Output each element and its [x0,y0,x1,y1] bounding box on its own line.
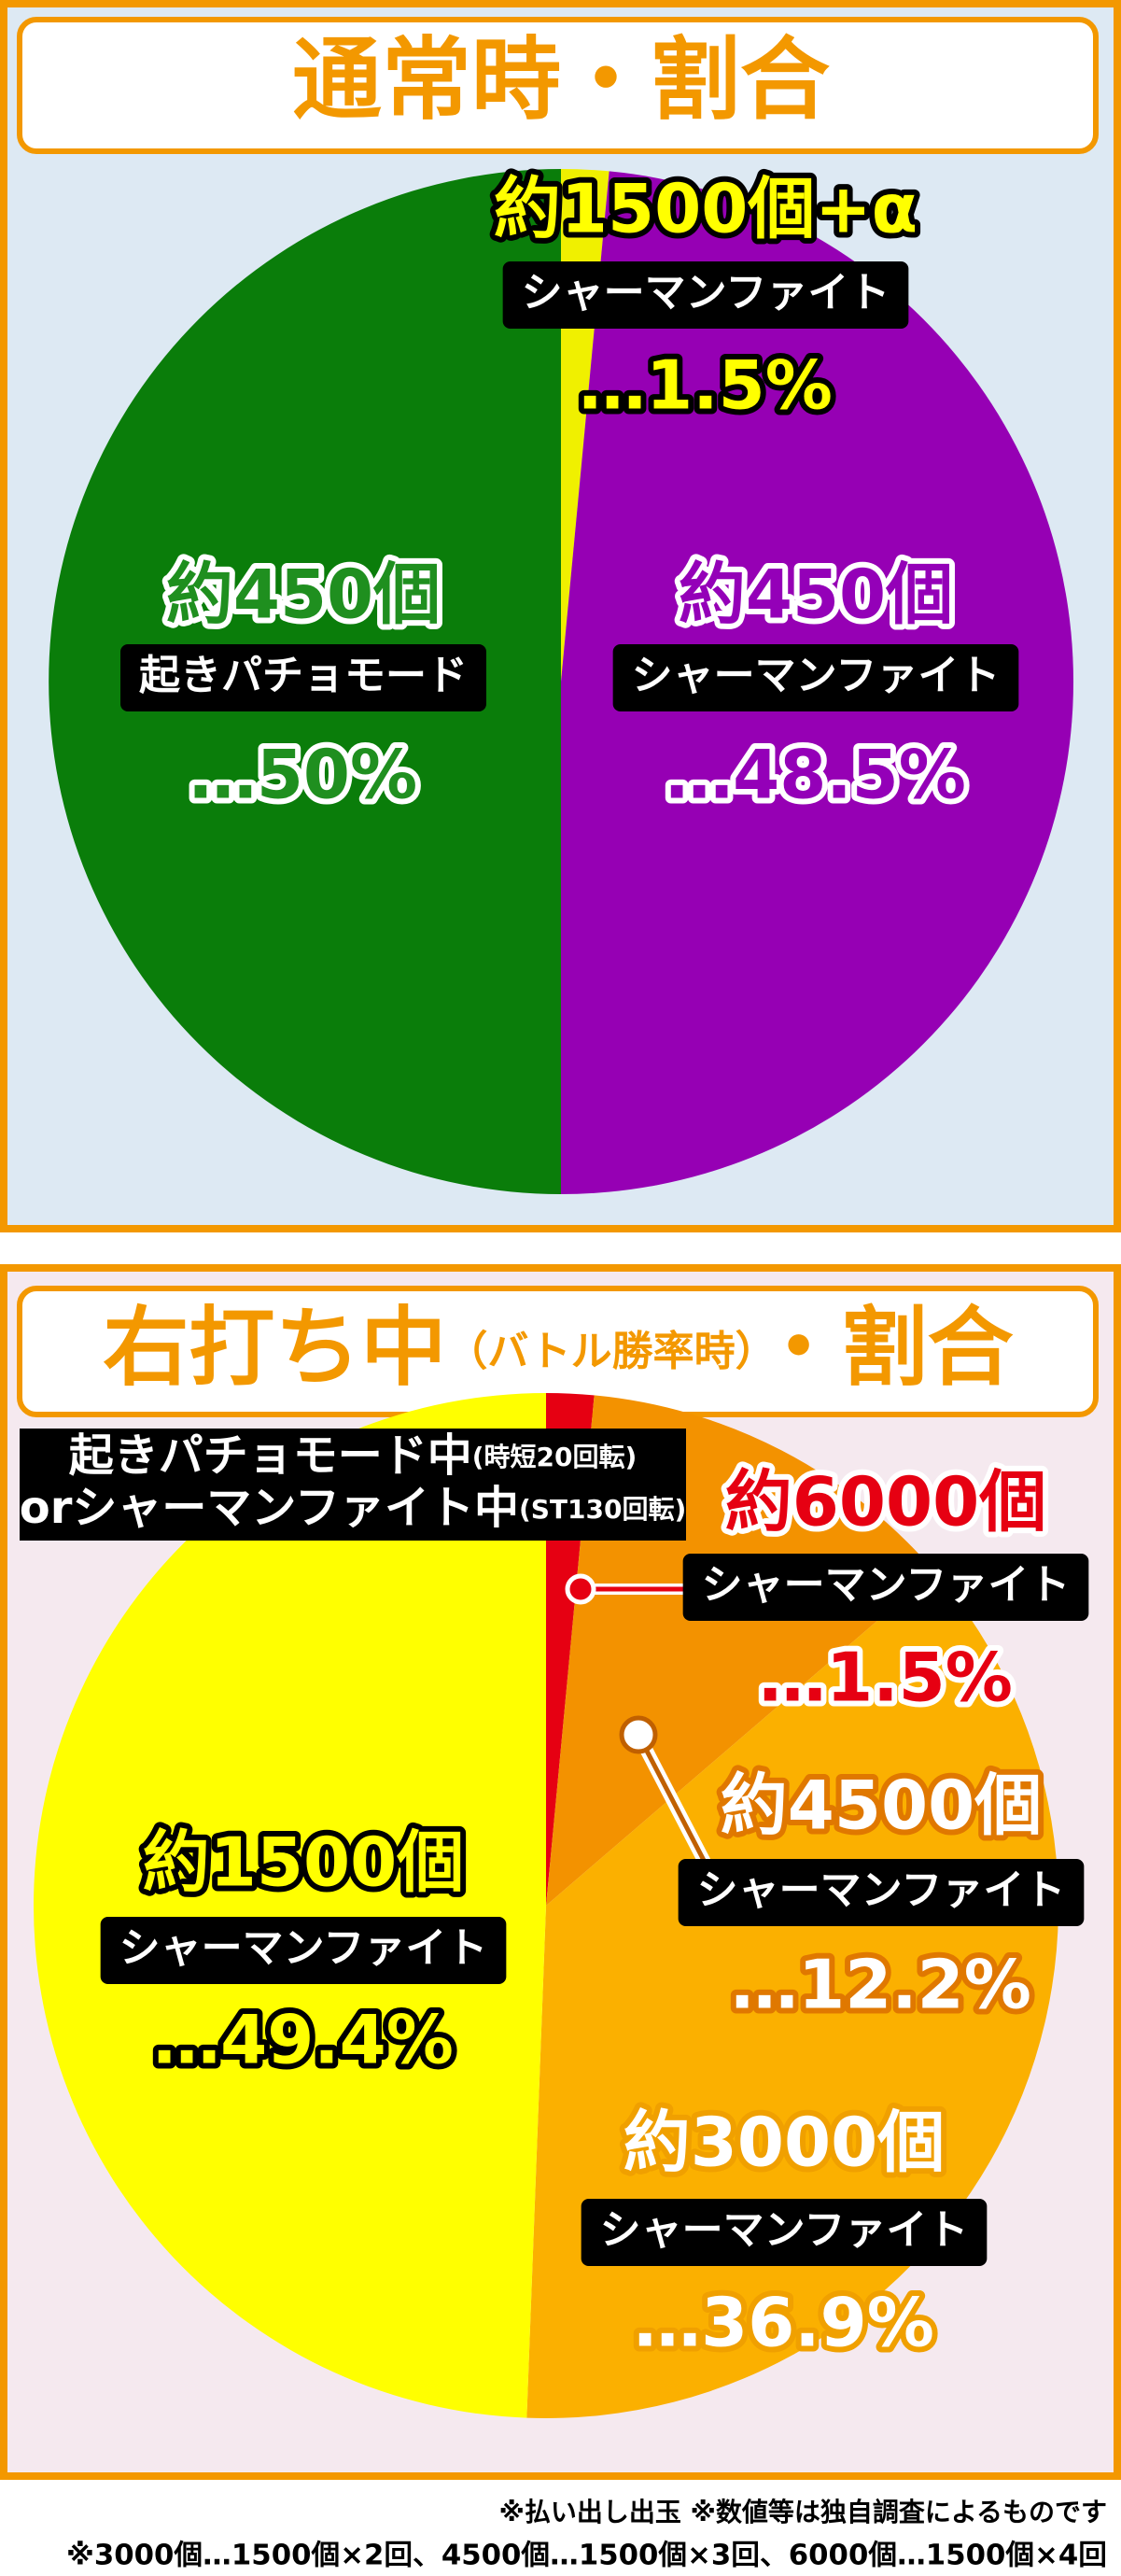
footnote: ※払い出し出玉 ※数値等は独自調査によるものです [499,2497,1107,2527]
value-label: …48.5% [666,736,966,814]
pie-slice [33,1393,546,2418]
slice-amount: 約1500個 [143,1823,464,1902]
label-box [120,644,486,711]
slice-amount: 約450個 [679,556,953,634]
note-part: (ST130回転) [519,1494,686,1525]
slice-label: シャーマンファイト [522,269,890,317]
value-label: …12.2% [731,1946,1031,2024]
slice-label: シャーマンファイト [632,652,1001,699]
title-part: （バトル勝率時） [446,1328,755,1375]
label-box [581,2199,988,2266]
title-part: ・割合 [756,1298,1014,1398]
label-box [100,1917,507,1984]
note-part: orシャーマンファイト中 [20,1482,519,1534]
slice-label: シャーマンファイト [697,1866,1066,1914]
note: 起きパチョモード中(時短20回転) [69,1429,638,1482]
note-box [20,1429,686,1541]
label-box [612,644,1019,711]
label-box [502,261,909,329]
slice-label: シャーマンファイト [600,2206,969,2254]
note-part: 起きパチョモード中 [69,1429,472,1482]
leader-dot [619,1715,658,1754]
slice-amount: 約450個 [166,556,441,634]
value-label: …50% [189,736,417,814]
slice-label: 起きパチョモード [139,652,468,699]
footnote: ※3000個…1500個×2回、4500個…1500個×3回、6000個…150… [66,2540,1107,2572]
note-part: (時短20回転) [472,1442,638,1472]
slice-amount: 約4500個 [721,1767,1042,1845]
leader-line [636,1733,712,1873]
title-part: 右打ち中 [103,1298,446,1398]
label-box [678,1859,1085,1926]
leaders [565,1573,716,1875]
chart-title: 右打ち中（バトル勝率時）・割合 [103,1298,1013,1398]
label-box [682,1554,1089,1621]
slice-amount: 約1500個+α [494,170,918,248]
slice-label: シャーマンファイト [702,1561,1071,1609]
labels: 通常時・割合 右打ち中（バトル勝率時）・割合 起きパチョモード中(時短20回転)… [20,27,1107,2571]
title-box [17,17,1099,154]
slice-amount: 約6000個 [725,1463,1046,1541]
note: orシャーマンファイト中(ST130回転) [20,1482,687,1534]
value-label: …1.5% [579,346,833,425]
chart-title: 通常時・割合 [292,27,830,132]
value-label: …36.9% [634,2284,934,2362]
slice-amount: 約3000個 [624,2104,945,2182]
slice-label: シャーマンファイト [119,1924,488,1972]
value-label: …49.4% [153,2001,454,2079]
value-label: …1.5% [759,1639,1013,1717]
leader-dot [565,1573,596,1605]
